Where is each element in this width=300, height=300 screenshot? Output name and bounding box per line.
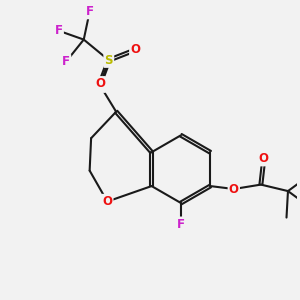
Text: O: O	[102, 195, 112, 208]
Text: F: F	[55, 24, 63, 37]
Text: O: O	[95, 77, 105, 90]
Text: F: F	[177, 218, 185, 231]
Text: F: F	[62, 55, 70, 68]
Text: O: O	[95, 79, 105, 92]
Text: O: O	[259, 152, 269, 165]
Text: O: O	[130, 44, 140, 56]
Text: O: O	[229, 182, 239, 196]
Text: F: F	[85, 5, 94, 18]
Text: S: S	[104, 54, 113, 67]
